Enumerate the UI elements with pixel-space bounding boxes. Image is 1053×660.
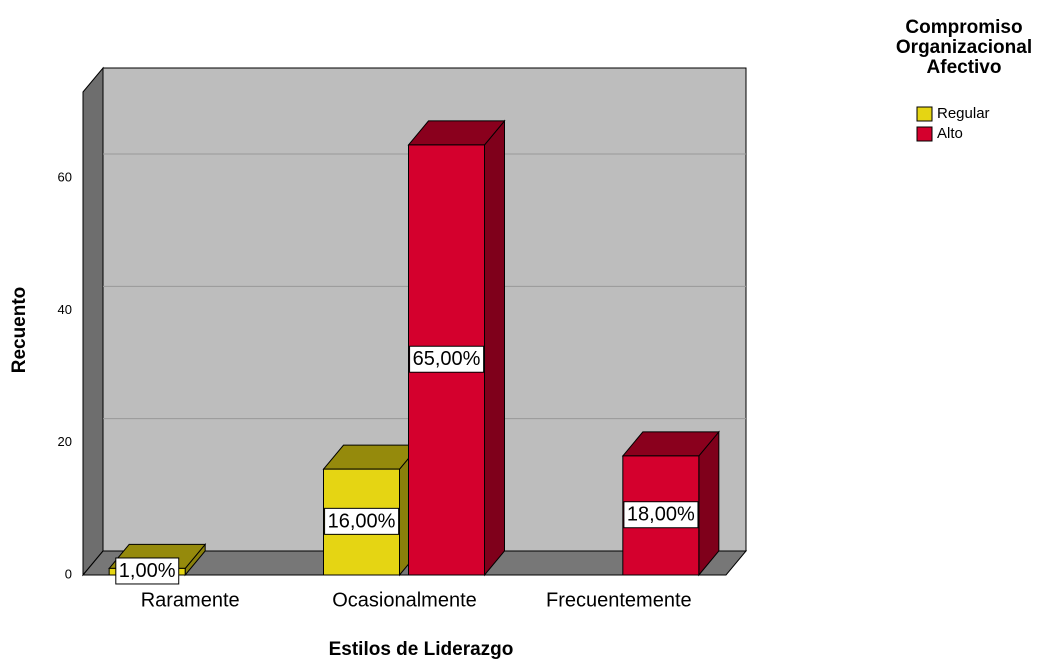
left-wall: [82, 66, 104, 577]
value-label: 65,00%: [413, 348, 481, 370]
value-label-group: 18,00%: [623, 501, 699, 529]
legend-title: Compromiso Organizacional Afectivo: [896, 17, 1032, 78]
bar-side: [484, 119, 505, 577]
value-label-group: 16,00%: [324, 507, 400, 535]
x-tick-label: Ocasionalmente: [332, 589, 477, 611]
value-label: 1,00%: [119, 560, 176, 582]
x-tick-label: Frecuentemente: [546, 589, 692, 611]
value-label-box: [324, 507, 400, 535]
value-label-group: 1,00%: [115, 557, 180, 585]
value-label-group: 65,00%: [409, 345, 485, 373]
value-label: 18,00%: [627, 504, 695, 526]
value-label-box: [409, 345, 485, 373]
x-tick-label: Raramente: [141, 589, 240, 611]
y-tick-label: 20: [58, 434, 72, 449]
y-tick-label: 0: [65, 566, 72, 581]
legend-swatch: [916, 126, 933, 142]
legend-swatch: [916, 106, 933, 122]
legend-label: Regular: [937, 105, 990, 122]
value-label: 16,00%: [328, 510, 396, 532]
value-label-box: [623, 501, 699, 529]
y-axis-title: Recuento: [9, 287, 30, 374]
x-axis-title: Estilos de Liderazgo: [329, 639, 514, 660]
y-tick-label: 60: [58, 169, 72, 184]
y-tick-label: 40: [58, 302, 72, 317]
bar-side: [698, 430, 720, 577]
legend-label: Alto: [937, 125, 963, 142]
value-label-box: [115, 557, 180, 585]
